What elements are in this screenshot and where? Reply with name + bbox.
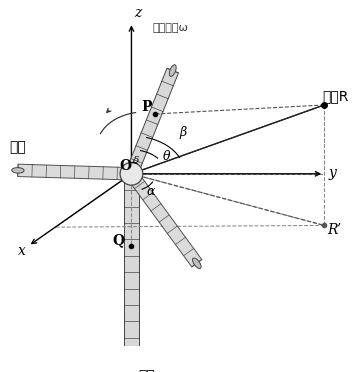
Ellipse shape bbox=[169, 65, 176, 76]
Text: 叶片旋转ω: 叶片旋转ω bbox=[152, 23, 188, 33]
Circle shape bbox=[120, 163, 143, 185]
Text: 叶片: 叶片 bbox=[9, 141, 26, 154]
Polygon shape bbox=[124, 174, 139, 372]
Text: O: O bbox=[119, 159, 132, 173]
Text: 塔架: 塔架 bbox=[138, 369, 155, 372]
Text: x: x bbox=[18, 244, 26, 258]
Text: β: β bbox=[179, 126, 187, 139]
Ellipse shape bbox=[12, 168, 24, 173]
Text: z: z bbox=[134, 6, 142, 20]
Text: θ: θ bbox=[162, 150, 170, 163]
Text: δ: δ bbox=[133, 157, 139, 166]
Text: P: P bbox=[142, 100, 152, 114]
Polygon shape bbox=[126, 170, 202, 267]
Text: 雷达R: 雷达R bbox=[322, 89, 349, 103]
Text: R’: R’ bbox=[327, 223, 341, 237]
Ellipse shape bbox=[193, 258, 201, 269]
Polygon shape bbox=[18, 164, 132, 180]
Text: α: α bbox=[147, 186, 155, 199]
Polygon shape bbox=[126, 68, 178, 176]
Text: y: y bbox=[328, 166, 336, 180]
Text: Q: Q bbox=[113, 233, 125, 247]
